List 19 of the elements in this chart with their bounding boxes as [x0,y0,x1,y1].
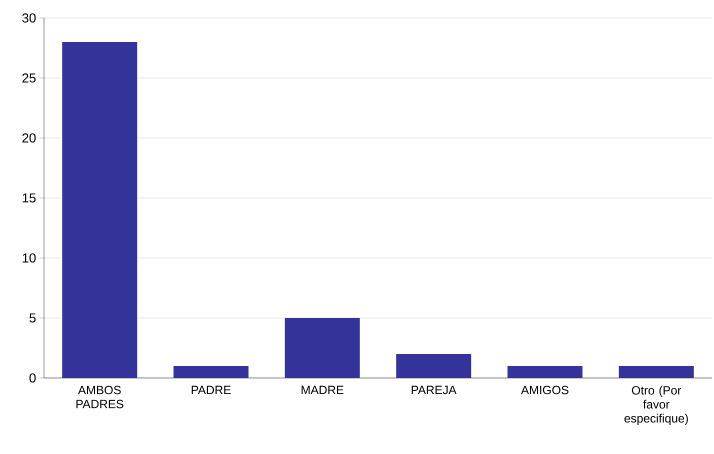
x-tick-label: MADRE [302,386,344,394]
y-tick-label: 10 [22,253,36,263]
x-tick-label: PAREJA [412,386,457,394]
y-tick-label: 30 [22,13,36,23]
y-tick-label: 20 [22,133,36,143]
x-tick-label: Otro (Por favor especifique) [624,386,688,425]
y-tick-label: 25 [22,73,36,83]
y-tick-label: 5 [29,313,36,323]
bar [396,354,472,378]
bar [174,366,249,378]
bar [62,42,138,378]
bar [508,366,582,378]
y-tick-label: 0 [29,373,36,383]
bar [284,318,360,378]
x-tick-label: AMBOS PADRES [76,386,124,408]
bar [618,366,694,378]
x-tick-label: AMIGOS [521,386,568,394]
y-tick-label: 15 [22,193,36,203]
x-tick-label: PADRE [192,386,231,394]
